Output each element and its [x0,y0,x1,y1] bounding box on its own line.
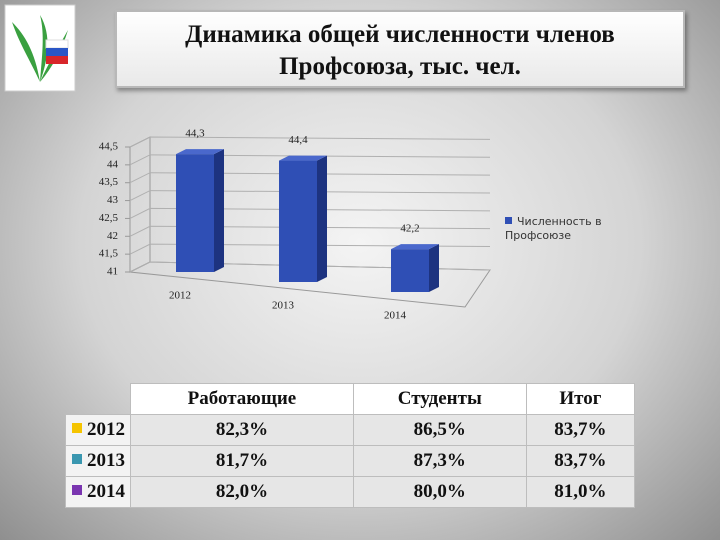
bar-top [176,149,224,155]
x-tick-label: 2013 [272,300,295,312]
table-cell: 82,0% [130,476,354,508]
table-cell: 83,7% [525,414,636,446]
table-cell: 80,0% [352,476,527,508]
data-table: Работающие Студенты Итог 2012 82,3% 86,5% 83,… [65,383,636,508]
bar [391,249,429,292]
bar [176,154,214,272]
logo [4,4,76,92]
bar-side [214,149,224,272]
bar-side [317,155,327,282]
table-cell: 81,7% [130,445,354,477]
grid-line [129,207,491,219]
title-line: Профсоюза, тыс. чел. [279,53,521,80]
bar-top [279,155,327,161]
y-tick-label: 44,5 [99,141,119,153]
table-row: 2012 82,3% 86,5% 83,7% [65,414,636,446]
y-tick-label: 43,5 [99,176,119,188]
row-label: 2013 [87,450,125,471]
blank-cell [66,384,131,415]
grid-line [129,225,491,237]
legend: Численность в Профсоюзе [505,215,625,243]
column-header: Работающие [130,383,354,415]
value-label: 44,3 [185,128,205,140]
value-label: 44,4 [288,134,308,146]
table-row: 2013 81,7% 87,3% 83,7% [65,445,636,477]
row-swatch [72,423,82,433]
row-label-cell: 2012 [65,414,131,446]
y-tick-label: 41,5 [99,248,119,260]
row-swatch [72,485,82,495]
row-label-cell: 2013 [65,445,131,477]
row-swatch [72,454,82,464]
table-cell: 82,3% [130,414,354,446]
y-tick-label: 41 [107,266,118,278]
legend-label: Численность в Профсоюзе [505,215,602,242]
grid-line [129,172,491,184]
table-cell: 87,3% [352,445,527,477]
bar-side [429,244,439,292]
grid-line [129,243,491,255]
value-label: 42,2 [400,223,419,235]
grid-line [129,190,491,202]
legend-swatch [505,217,512,224]
column-header: Студенты [352,383,527,415]
table-cell: 81,0% [525,476,636,508]
row-label: 2012 [87,419,125,440]
row-label: 2014 [87,481,125,502]
column-header: Итог [525,383,636,415]
x-tick-label: 2014 [384,310,407,322]
grid-line [129,261,491,273]
x-tick-label: 2012 [169,290,191,302]
back-wall [129,136,151,273]
table-cell: 83,7% [525,445,636,477]
bar-top [391,244,439,250]
row-label-cell: 2014 [65,476,131,508]
title-line: Динамика общей численности членов [185,21,615,48]
y-tick-label: 44 [107,158,119,170]
title-box: Динамика общей численности членов Профсо… [115,10,685,88]
y-tick-label: 42,5 [99,212,119,224]
grid-line [129,154,491,166]
bar [279,160,317,282]
y-tick-label: 42 [107,230,118,242]
y-tick-label: 43 [107,194,119,206]
table-cell: 86,5% [352,414,527,446]
grid-line [129,136,491,148]
table-row: 2014 82,0% 80,0% 81,0% [65,476,636,508]
